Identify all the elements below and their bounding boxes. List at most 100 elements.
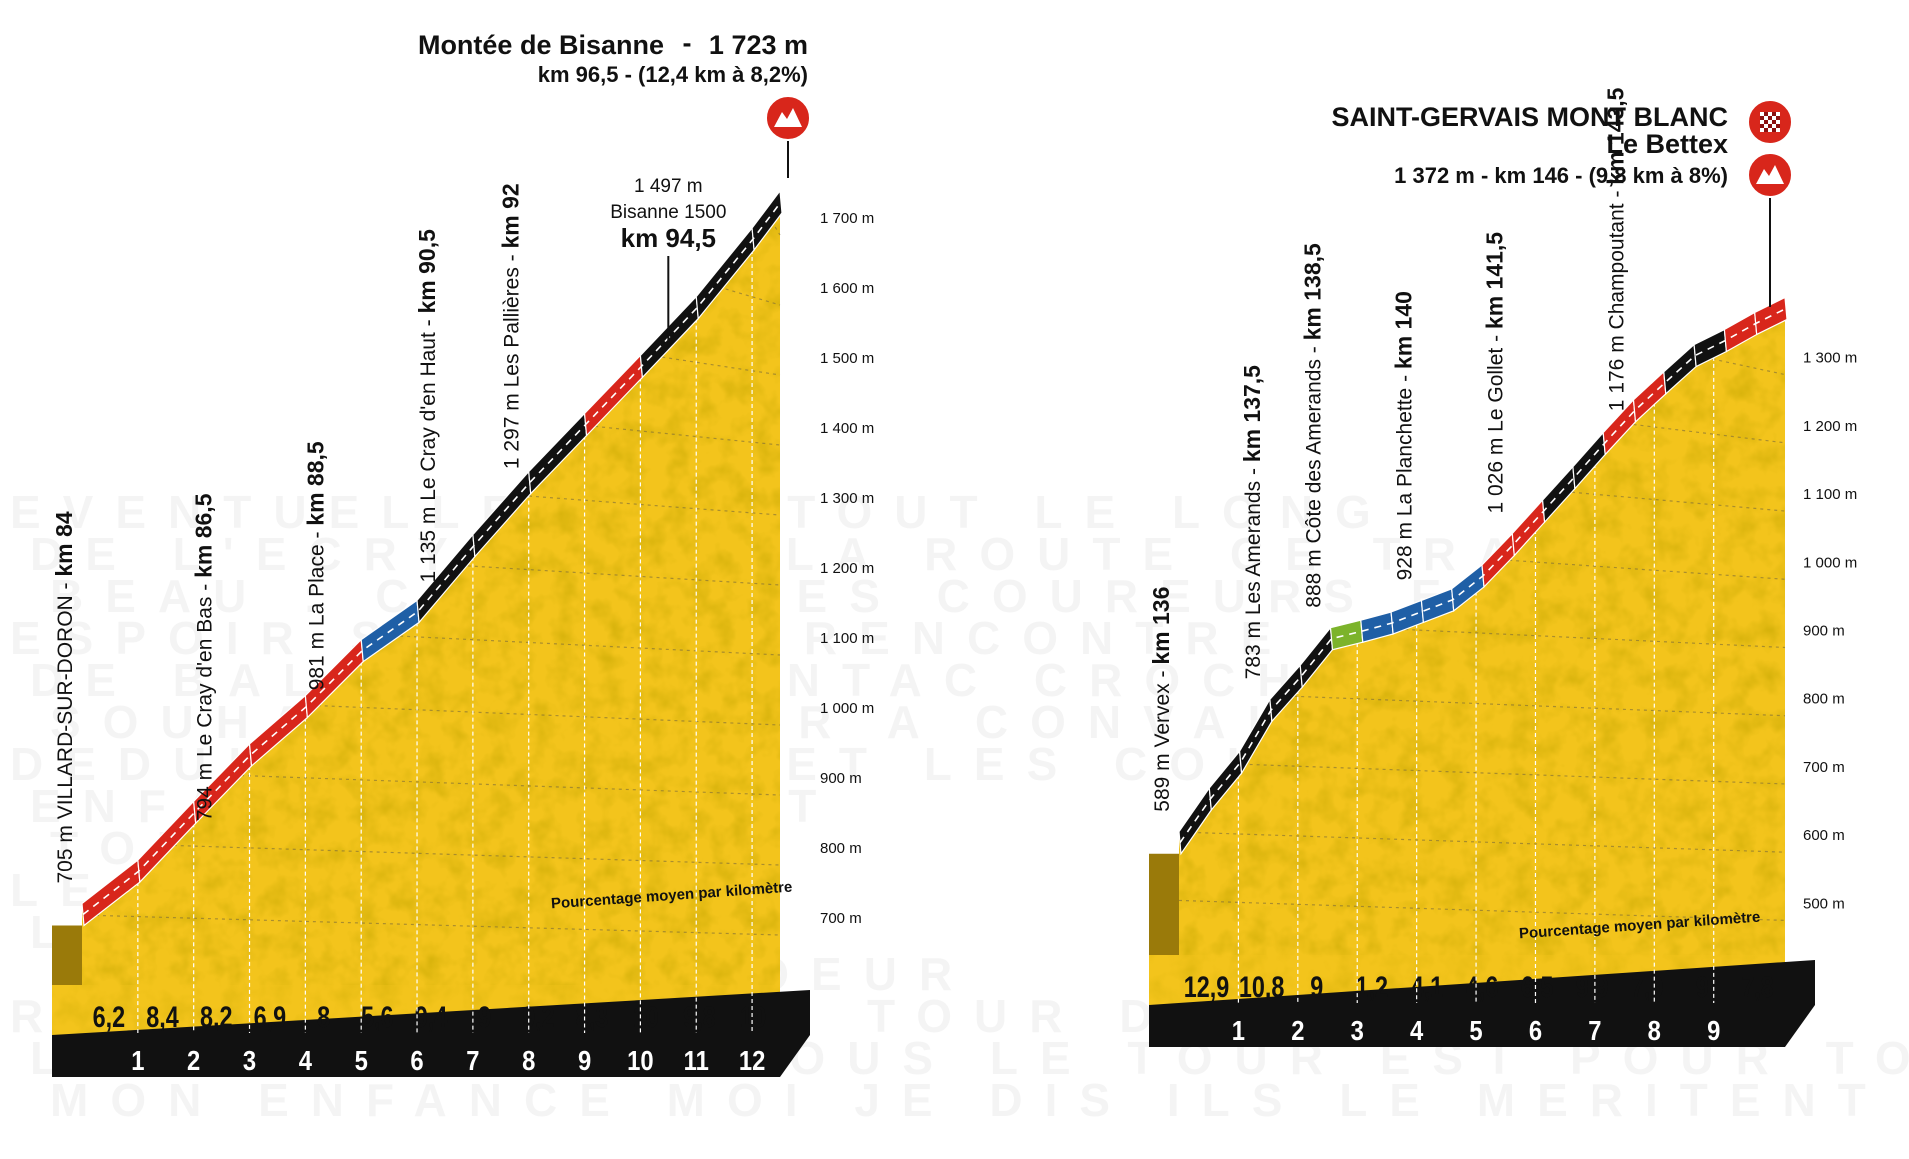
x-tick-label: 5 bbox=[1469, 1014, 1482, 1046]
checkered-flag-cell bbox=[1776, 116, 1780, 120]
x-tick-label: 7 bbox=[1588, 1014, 1601, 1046]
waypoint-km: km 140 bbox=[1390, 291, 1416, 369]
profile-chart-saint-gervais: SAINT-GERVAIS MONT BLANC Le Bettex 1 372… bbox=[1148, 87, 1857, 1047]
gradient-label: 7,8 bbox=[1741, 970, 1774, 1003]
chart-title-dash: - bbox=[683, 28, 692, 58]
y-tick-label: 600 m bbox=[1803, 827, 1845, 844]
x-tick-label: 12 bbox=[739, 1044, 765, 1076]
chart-title: Montée de Bisanne bbox=[418, 30, 664, 60]
x-tick-label: 8 bbox=[1648, 1014, 1661, 1046]
gradient-label: 8,4 bbox=[146, 1000, 179, 1033]
grid-line bbox=[303, 704, 781, 726]
grid-line bbox=[1235, 763, 1786, 785]
gradient-label: 7,9 bbox=[1631, 970, 1664, 1003]
y-tick-label: 1 200 m bbox=[820, 560, 874, 577]
gradient-label: 4,6 bbox=[1466, 970, 1499, 1003]
y-tick-label: 700 m bbox=[1803, 759, 1845, 776]
x-tick-label: 6 bbox=[1529, 1014, 1542, 1046]
waypoint-name: 1 135 m Le Cray d'en Haut - km 90,5 bbox=[414, 229, 440, 583]
waypoint-label: 1 135 m Le Cray d'en Haut - km 90,5 bbox=[414, 229, 440, 583]
grid-line bbox=[712, 284, 781, 306]
waypoint-km: km 88,5 bbox=[302, 441, 328, 526]
gradient-label: 9,4 bbox=[415, 1000, 448, 1033]
checkered-flag-cell bbox=[1764, 128, 1768, 132]
callout-km: km 94,5 bbox=[621, 223, 716, 253]
gradient-label: 10,8 bbox=[1239, 970, 1285, 1003]
waypoint-label: 589 m Vervex - km 136 bbox=[1148, 587, 1174, 812]
y-tick-label: 1 400 m bbox=[820, 420, 874, 437]
y-tick-label: 1 500 m bbox=[820, 350, 874, 367]
gradient-label: 9,9 bbox=[1576, 970, 1609, 1003]
grid-line bbox=[1363, 626, 1786, 649]
waypoint-label: 705 m VILLARD-SUR-DORON - km 84 bbox=[51, 511, 77, 883]
grid-line bbox=[1558, 490, 1786, 512]
x-tick-label: 3 bbox=[243, 1044, 256, 1076]
gradient-label: 12,9 bbox=[1184, 970, 1230, 1003]
waypoint-name: 1 176 m Champoutant - km 143,5 bbox=[1603, 87, 1629, 411]
grid-line bbox=[453, 564, 781, 586]
gradient-label: 10 bbox=[740, 1000, 766, 1033]
checkered-flag-cell bbox=[1772, 128, 1776, 132]
checkered-flag-cell bbox=[1764, 120, 1768, 124]
waypoint-label: 888 m Côte des Amerands - km 138,5 bbox=[1300, 243, 1326, 608]
waypoint-km: km 137,5 bbox=[1239, 365, 1265, 462]
checkered-flag-cell bbox=[1760, 128, 1764, 132]
checkered-flag-cell bbox=[1768, 112, 1772, 116]
watermark-line: MON ENFANCE MOI JE DIS ILS LE MERITENT T… bbox=[50, 1074, 1909, 1126]
y-tick-label: 800 m bbox=[820, 840, 862, 857]
waypoint-name: 794 m Le Cray d'en Bas - km 86,5 bbox=[191, 493, 217, 821]
waypoint-name: 589 m Vervex - km 136 bbox=[1148, 587, 1174, 812]
checkered-flag-cell bbox=[1768, 128, 1772, 132]
y-tick-label: 1 100 m bbox=[820, 630, 874, 647]
waypoint-km: km 138,5 bbox=[1300, 243, 1326, 340]
mountain-icon bbox=[774, 108, 802, 127]
x-tick-label: 10 bbox=[627, 1044, 653, 1076]
x-tick-label: 1 bbox=[1232, 1014, 1245, 1046]
x-tick-label: 5 bbox=[355, 1044, 368, 1076]
checkered-flag-cell bbox=[1776, 124, 1780, 128]
checkered-flag-cell bbox=[1768, 116, 1772, 120]
mountain-icon bbox=[1756, 165, 1784, 184]
checkered-flag-cell bbox=[1764, 116, 1768, 120]
y-tick-label: 800 m bbox=[1803, 691, 1845, 708]
checkered-flag-cell bbox=[1772, 124, 1776, 128]
x-tick-label: 6 bbox=[410, 1044, 423, 1076]
gradient-label: 1,2 bbox=[1356, 970, 1389, 1003]
road-centre-line bbox=[1179, 307, 1787, 844]
y-tick-label: 1 700 m bbox=[820, 210, 874, 227]
chart-title-secondary: Le Bettex bbox=[1606, 129, 1728, 159]
y-tick-label: 700 m bbox=[820, 910, 862, 927]
x-tick-label: 9 bbox=[578, 1044, 591, 1076]
waypoint-label: 1 176 m Champoutant - km 143,5 bbox=[1603, 87, 1629, 411]
waypoint-name: 981 m La Place - km 88,5 bbox=[302, 441, 328, 690]
waypoint-name: 705 m VILLARD-SUR-DORON - km 84 bbox=[51, 511, 77, 883]
waypoint-name: 928 m La Planchette - km 140 bbox=[1390, 291, 1416, 580]
profile-chart-bisanne: Montée de Bisanne 1 723 m - km 96,5 - (1… bbox=[51, 28, 874, 1077]
chart-title: SAINT-GERVAIS MONT BLANC bbox=[1331, 102, 1728, 132]
gradient-label: 6,5 bbox=[1521, 970, 1554, 1003]
callout-altitude: 1 497 m bbox=[634, 176, 703, 197]
waypoint-label: 1 026 m Le Gollet - km 141,5 bbox=[1481, 232, 1507, 514]
waypoint-km: km 141,5 bbox=[1481, 232, 1507, 329]
gradient-label: 5,6 bbox=[361, 1000, 394, 1033]
km-band bbox=[1149, 960, 1815, 1047]
gradient-label: 6,9 bbox=[254, 1000, 287, 1033]
checkered-flag-cell bbox=[1764, 112, 1768, 116]
x-tick-label: 7 bbox=[466, 1044, 479, 1076]
chart-title-altitude: 1 723 m bbox=[709, 30, 808, 60]
x-tick-label: 11 bbox=[684, 1044, 709, 1076]
waypoint-label: 1 297 m Les Pallières - km 92 bbox=[498, 183, 524, 469]
y-tick-label: 1 300 m bbox=[1803, 350, 1857, 367]
grid-line bbox=[1178, 899, 1786, 922]
gradient-label: 8,3 bbox=[576, 1000, 609, 1033]
checkered-flag-cell bbox=[1772, 120, 1776, 124]
chart-subtitle: km 96,5 - (12,4 km à 8,2%) bbox=[538, 62, 808, 87]
waypoint-label: 783 m Les Amerands - km 137,5 bbox=[1239, 365, 1265, 680]
callout-place: Bisanne 1500 bbox=[610, 202, 726, 223]
watermark-line: DE L'ECRYAIS DE LA ROUTE CE TRAJET bbox=[30, 528, 1684, 580]
waypoint-km: km 92 bbox=[498, 183, 524, 248]
waypoint-label: 981 m La Place - km 88,5 bbox=[302, 441, 328, 690]
checkered-flag-cell bbox=[1760, 112, 1764, 116]
grid-line bbox=[515, 494, 781, 516]
